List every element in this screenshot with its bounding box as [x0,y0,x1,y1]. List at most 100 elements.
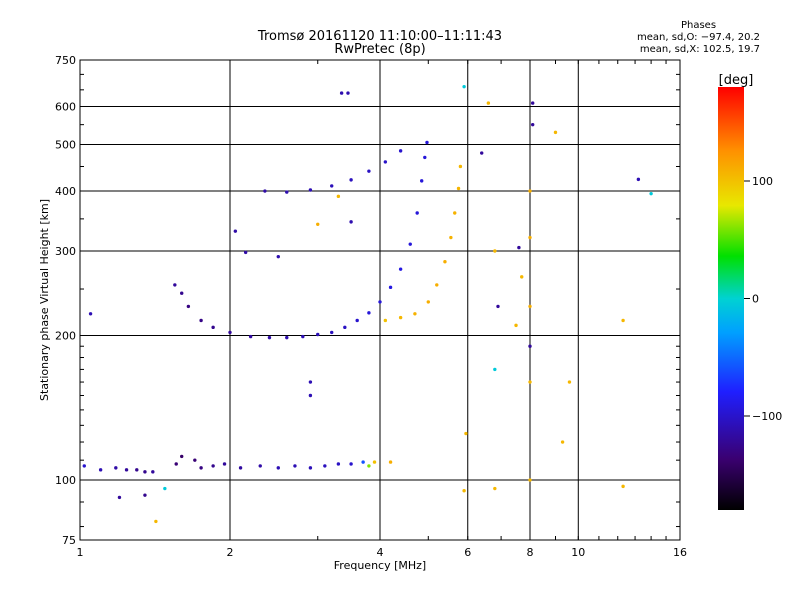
data-point [528,304,532,309]
data-point [330,330,334,335]
data-point [222,462,227,466]
data-point [367,311,371,315]
x-tick-label: 16 [673,546,687,559]
y-axis-label: Stationary phase Virtual Height [km] [38,199,51,401]
data-point [649,191,653,196]
data-point [349,462,353,466]
data-point [336,194,341,199]
phase-stats-x: mean, sd,X: 102.5, 19.7 [639,44,760,55]
x-tick-label: 4 [377,546,384,559]
data-point [330,184,334,188]
data-point [415,211,419,215]
data-point [398,315,403,320]
data-point [462,489,466,493]
data-point [174,462,178,466]
data-point [228,330,232,335]
data-point [528,344,532,348]
data-point [530,122,535,127]
data-point [453,211,457,215]
data-point [238,466,243,470]
y-tick-label: 600 [55,101,76,114]
data-point [173,283,177,287]
y-tick-label: 100 [55,474,76,487]
data-point [367,464,371,468]
y-tick-label: 750 [55,54,76,67]
data-point [553,130,558,135]
data-point [413,312,417,316]
data-points [82,84,653,524]
data-point [355,318,359,323]
colorbar: [deg] [718,73,753,510]
data-point [443,260,447,264]
data-point [285,335,289,340]
axes: 1 2 4 6 8 10 16 75 100 200 300 400 500 600 750 [55,54,687,559]
data-point [308,393,313,398]
data-point [308,188,313,192]
data-point [336,462,341,466]
x-tick-label: 1 [77,546,84,559]
colorbar-label: [deg] [719,73,754,88]
chart-subtitle: RwPretec (8p) [334,42,426,57]
data-point [493,249,497,253]
data-point [567,380,572,384]
data-point [143,493,147,497]
data-point [361,460,365,464]
data-point [163,486,167,491]
data-point [154,519,158,524]
data-point [493,367,497,372]
data-point [276,466,280,470]
data-point [248,334,253,339]
plot-frame [79,59,681,541]
data-point [88,312,93,316]
data-point [458,164,463,169]
data-point [520,275,524,279]
data-point [514,323,518,328]
colorbar-tick-label: −100 [752,410,782,423]
data-point [323,464,327,468]
y-tick-label: 500 [55,139,76,152]
data-point [343,325,347,330]
data-point [180,291,184,295]
x-tick-label: 6 [464,546,471,559]
data-point [496,304,500,309]
colorbar-ticks: 100 0 −100 [744,175,782,423]
colorbar-gradient [718,87,744,510]
data-point [530,101,535,105]
data-point [114,466,118,470]
data-point [517,245,521,250]
data-point [449,235,453,240]
x-tick-label: 10 [571,546,585,559]
data-point [423,155,427,160]
data-point [388,285,393,290]
data-point [528,380,532,384]
data-point [339,91,344,95]
colorbar-tick-label: 0 [752,293,759,306]
data-point [621,318,625,323]
data-point [493,486,497,491]
data-point [233,229,238,233]
data-point [378,300,382,304]
data-point [243,250,248,255]
data-point [636,177,641,182]
data-point [388,460,393,464]
data-point [193,458,197,462]
data-point [124,468,129,472]
x-axis-label: Frequency [MHz] [334,559,426,572]
data-point [560,440,565,444]
data-point [398,267,403,271]
y-tick-label: 200 [55,330,76,343]
grid-lines [80,60,680,540]
data-point [349,178,353,182]
data-point [211,464,215,468]
data-point [383,160,388,164]
data-point [180,454,184,459]
data-point [276,254,280,259]
data-point [308,466,313,470]
y-tick-label: 75 [62,534,76,547]
data-point [199,318,203,323]
phase-stats-o: mean, sd,O: −97.4, 20.2 [637,32,760,43]
data-point [528,189,532,193]
chart-title: Tromsø 20161120 11:10:00–11:11:43 [257,29,503,44]
data-point [372,460,377,464]
